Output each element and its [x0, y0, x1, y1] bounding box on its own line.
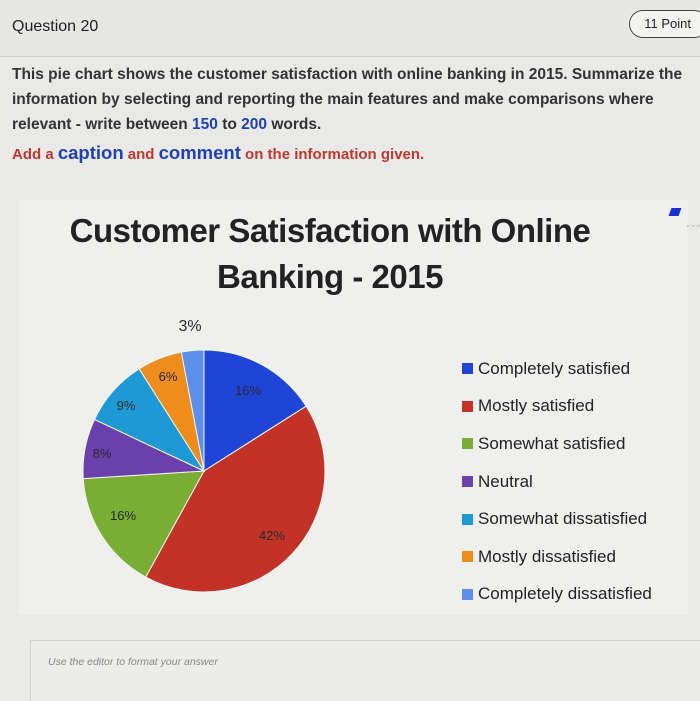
question-title: Question 20 — [12, 18, 99, 35]
instruction-text: Add a caption and comment on the informa… — [12, 142, 424, 164]
pie-slice-completely-dissatisfied — [180, 349, 205, 472]
legend-swatch — [462, 513, 473, 525]
prompt-line-3-end: words. — [267, 116, 322, 133]
answer-editor[interactable] — [30, 640, 700, 701]
prompt-line-3-start: relevant - write between — [12, 116, 193, 133]
min-word-count: 150 — [192, 116, 218, 133]
legend-item-completely-satisfied: Completely satisfied — [462, 350, 652, 388]
chart-title-line-1: Customer Satisfaction with Online — [69, 212, 591, 249]
pie-slice-somewhat-satisfied — [82, 470, 205, 578]
more-icon[interactable]: ··· — [686, 218, 700, 232]
legend-swatch — [462, 551, 473, 563]
legend-item-mostly-satisfied: Mostly satisfied — [462, 388, 652, 426]
legend-item-mostly-dissatisfied: Mostly dissatisfied — [462, 538, 652, 576]
pie-slice-completely-satisfied — [203, 349, 307, 472]
prompt-line-2: information by selecting and reporting t… — [12, 91, 654, 108]
legend-swatch — [462, 476, 473, 488]
legend-label: Somewhat satisfied — [478, 433, 626, 453]
legend-swatch — [462, 588, 473, 600]
legend-label: Completely dissatisfied — [478, 584, 652, 604]
legend-swatch — [462, 363, 473, 375]
question-header: Question 20 11 Point — [0, 0, 700, 57]
question-prompt: This pie chart shows the customer satisf… — [12, 62, 692, 137]
pie-label-somewhat-satisfied: 16% — [110, 508, 136, 523]
legend-item-completely-dissatisfied: Completely dissatisfied — [462, 576, 652, 614]
legend-label: Mostly dissatisfied — [478, 546, 616, 566]
caption-word: caption — [57, 142, 124, 163]
legend-item-somewhat-satisfied: Somewhat satisfied — [462, 425, 652, 463]
prompt-line-3: relevant - write between 150 to 200 word… — [12, 112, 692, 137]
pie-label-mostly-dissatisfied: 6% — [159, 369, 178, 384]
legend-label: Neutral — [478, 471, 533, 491]
pie-label-completely-dissatisfied: 3% — [178, 318, 201, 335]
chart-title-line-2: Banking - 2015 — [217, 258, 443, 295]
pie-label-mostly-satisfied: 42% — [259, 528, 285, 543]
max-word-count: 200 — [241, 116, 268, 133]
legend-label: Somewhat dissatisfied — [478, 509, 648, 529]
pie-slice-mostly-satisfied — [145, 405, 326, 593]
editor-hint: Use the editor to format your answer — [48, 656, 218, 668]
legend-item-neutral: Neutral — [462, 463, 652, 501]
instruction-part-1: Add a — [12, 146, 58, 163]
points-badge: 11 Point — [629, 10, 700, 38]
instruction-part-3: on the information given. — [240, 146, 425, 163]
chart-title: Customer Satisfaction with Online Bankin… — [30, 208, 630, 300]
chart-legend: Completely satisfied Mostly satisfied Some… — [462, 350, 652, 613]
pie-label-somewhat-dissatisfied: 9% — [117, 398, 136, 413]
prompt-to-text: to — [217, 116, 242, 133]
instruction-part-2: and — [123, 146, 159, 163]
comment-word: comment — [158, 142, 241, 163]
legend-label: Completely satisfied — [478, 358, 631, 378]
pie-label-neutral: 8% — [93, 446, 112, 461]
legend-swatch — [462, 400, 473, 412]
pie-label-completely-satisfied: 16% — [235, 383, 261, 398]
legend-item-somewhat-dissatisfied: Somewhat dissatisfied — [462, 500, 652, 538]
legend-swatch — [462, 438, 473, 450]
prompt-line-1: This pie chart shows the customer satisf… — [12, 66, 683, 83]
legend-label: Mostly satisfied — [478, 396, 595, 416]
